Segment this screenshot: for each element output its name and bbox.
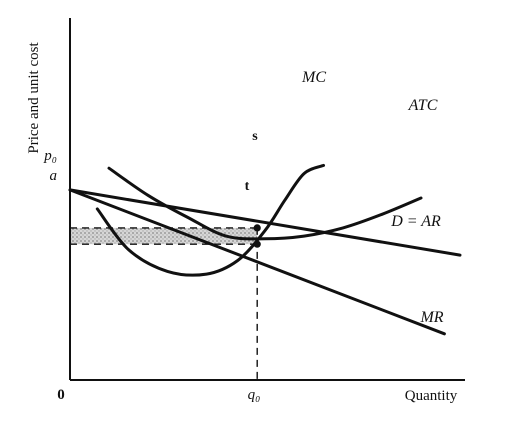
tick-label-p0: p₀: [43, 148, 57, 164]
point-t: [253, 240, 261, 248]
point-label-s: s: [252, 129, 258, 144]
series-label-atc: ATC: [408, 97, 438, 114]
profit-area: [70, 227, 258, 245]
point-label-t: t: [245, 179, 250, 194]
y-axis-label: Price and unit cost: [26, 42, 42, 154]
point-s: [253, 224, 261, 232]
x-axis-label: Quantity: [405, 388, 458, 404]
series-line-atc: [107, 166, 423, 241]
series-label-mr: MR: [419, 309, 443, 326]
series-layer: [68, 163, 462, 336]
series-line-mr: [68, 188, 446, 336]
tick-label-q0: q₀: [248, 387, 261, 403]
series-label-d-ar: D = AR: [390, 213, 441, 230]
series-label-mc: MC: [301, 69, 326, 86]
tick-label-a: a: [50, 168, 58, 184]
series-line-d-ar: [68, 188, 462, 257]
origin-label: 0: [57, 387, 65, 403]
series-line-mc: [95, 163, 325, 277]
